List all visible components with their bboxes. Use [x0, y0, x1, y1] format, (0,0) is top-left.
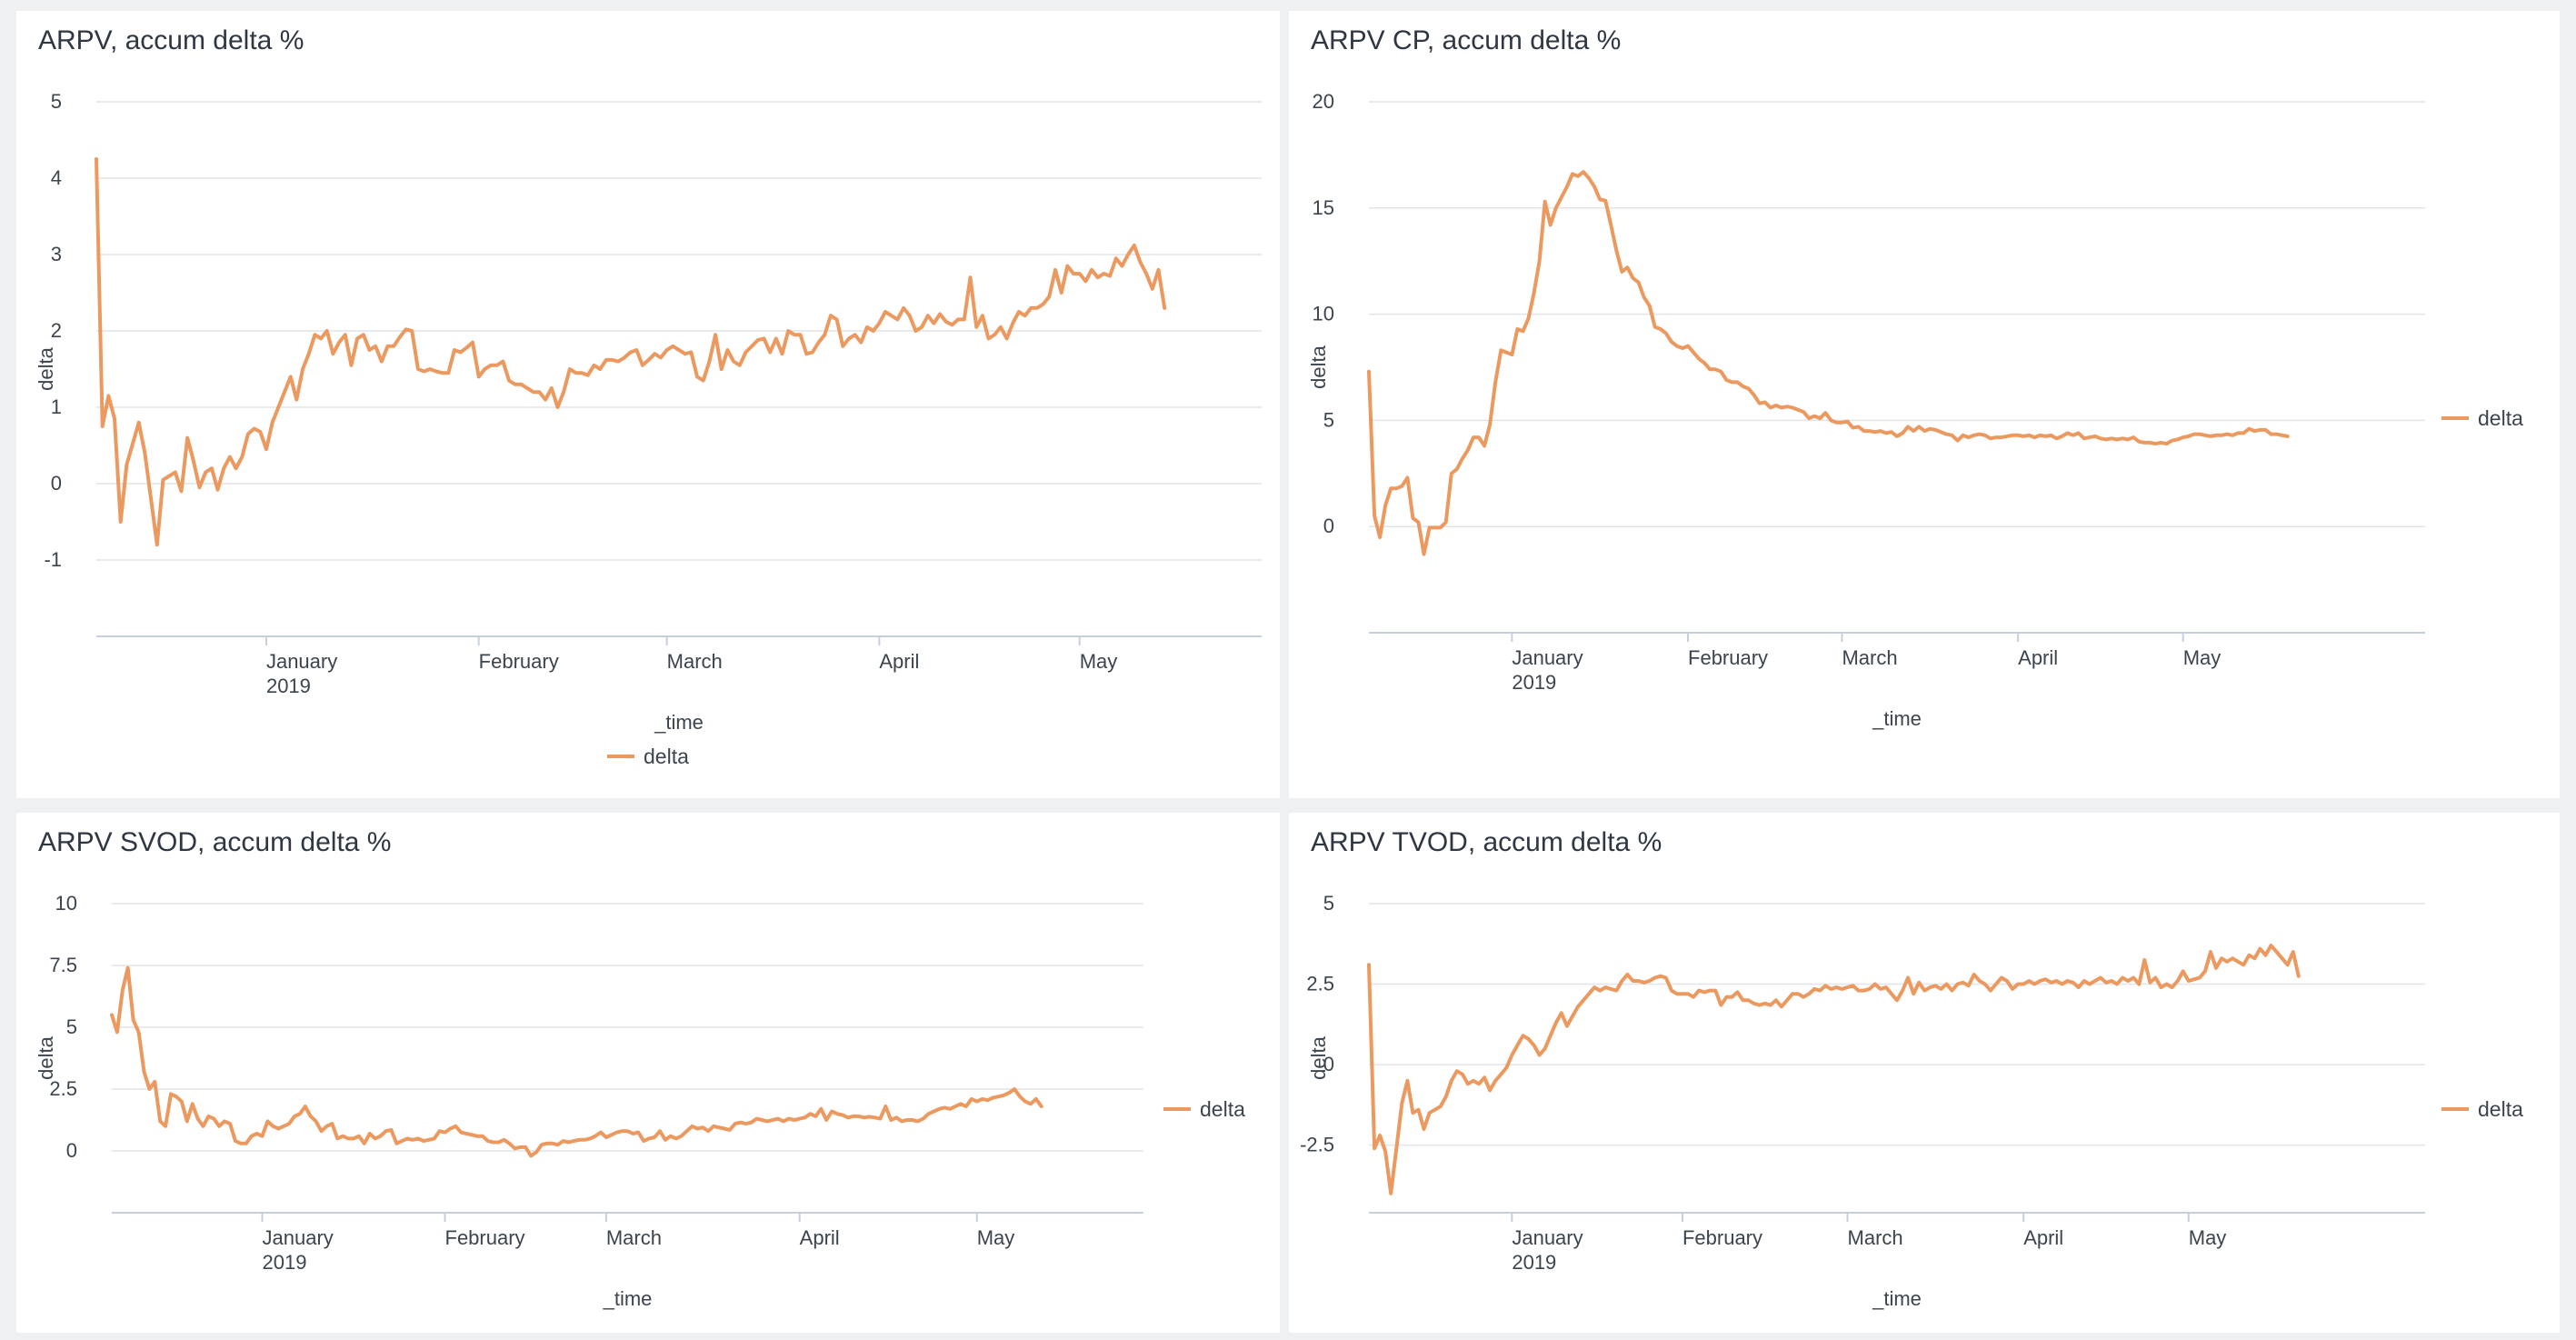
y-tick-label: -2.5 [1300, 1134, 1334, 1156]
y-tick-label: 20 [1313, 90, 1334, 113]
legend-label: delta [1200, 1097, 1245, 1121]
y-tick-label: 5 [51, 90, 62, 113]
x-tick-sublabel: 2019 [263, 1251, 307, 1274]
y-tick-label: 5 [1323, 892, 1334, 915]
y-tick-label: 2.5 [49, 1077, 77, 1100]
y-tick-label: 5 [1323, 408, 1334, 431]
y-tick-label: 7.5 [49, 954, 77, 976]
series-line-delta [1367, 944, 2301, 1195]
x-tick-sublabel: 2019 [266, 675, 311, 697]
legend-label: delta [2478, 1097, 2523, 1121]
panel-arpv-svod: ARPV SVOD, accum delta % 10 7.5 5 2.5 0 Janua… [16, 813, 1280, 1333]
y-tick-label: 15 [1313, 196, 1334, 219]
y-tick-label: -1 [44, 548, 62, 571]
x-tick-label: January [1512, 1226, 1583, 1249]
y-tick-label: 0 [51, 472, 62, 495]
x-tick-label: February [1688, 646, 1768, 669]
x-tick-label: February [445, 1226, 525, 1249]
y-axis-title: delta [1307, 345, 1330, 388]
x-tick-label: May [977, 1226, 1015, 1249]
x-tick-label: March [667, 650, 723, 673]
x-tick-label: March [606, 1226, 662, 1249]
x-tick-label: February [479, 650, 559, 673]
panel-arpv-tvod: ARPV TVOD, accum delta % 5 2.5 0 -2.5 Januar… [1289, 813, 2560, 1333]
legend-label: delta [644, 745, 689, 768]
x-tick-label: April [879, 650, 919, 673]
x-tick-label: April [2018, 646, 2058, 669]
x-axis-title: _time [1872, 707, 1922, 730]
x-tick-label: May [2183, 646, 2222, 669]
x-tick-sublabel: 2019 [1512, 1251, 1556, 1274]
y-tick-label: 3 [51, 243, 62, 265]
y-tick-label: 2.5 [1306, 973, 1334, 995]
y-tick-label: 2 [51, 319, 62, 342]
x-tick-label: February [1682, 1226, 1762, 1249]
y-tick-label: 10 [55, 892, 77, 915]
panel-arpv-cp: ARPV CP, accum delta % 20 15 10 5 0 January 20… [1289, 11, 2560, 798]
panel-title: ARPV SVOD, accum delta % [38, 827, 392, 857]
y-tick-label: 0 [1323, 1053, 1334, 1075]
y-tick-label: 0 [1323, 515, 1334, 537]
panel-arpv: ARPV, accum delta % 5 4 3 2 1 0 -1 January 2019 F… [16, 11, 1280, 798]
y-axis-title: delta [35, 346, 57, 390]
y-axis-title: delta [1307, 1035, 1330, 1079]
panel-title: ARPV, accum delta % [38, 25, 305, 55]
x-tick-label: April [800, 1226, 840, 1249]
y-axis-title: delta [35, 1035, 57, 1079]
y-tick-label: 4 [51, 166, 62, 189]
x-tick-label: March [1848, 1226, 1903, 1249]
x-tick-label: January [266, 650, 337, 673]
x-tick-label: May [1080, 650, 1118, 673]
panel-title: ARPV CP, accum delta % [1311, 25, 1622, 55]
x-tick-label: March [1842, 646, 1897, 669]
y-tick-label: 5 [66, 1015, 77, 1038]
series-line-delta [110, 965, 1043, 1158]
x-tick-sublabel: 2019 [1512, 671, 1556, 694]
panel-title: ARPV TVOD, accum delta % [1311, 827, 1662, 857]
x-axis-title: _time [1872, 1287, 1922, 1310]
y-tick-label: 10 [1313, 303, 1334, 325]
x-tick-label: January [1512, 646, 1583, 669]
y-tick-label: 0 [66, 1139, 77, 1162]
x-tick-label: May [2189, 1226, 2227, 1249]
y-tick-label: 1 [51, 395, 62, 418]
x-axis-title: _time [654, 711, 704, 734]
x-tick-label: April [2023, 1226, 2063, 1249]
legend-label: delta [2478, 406, 2523, 430]
series-line-delta [95, 157, 1167, 547]
x-axis-title: _time [603, 1287, 653, 1310]
x-tick-label: January [263, 1226, 334, 1249]
series-line-delta [1367, 170, 2290, 556]
